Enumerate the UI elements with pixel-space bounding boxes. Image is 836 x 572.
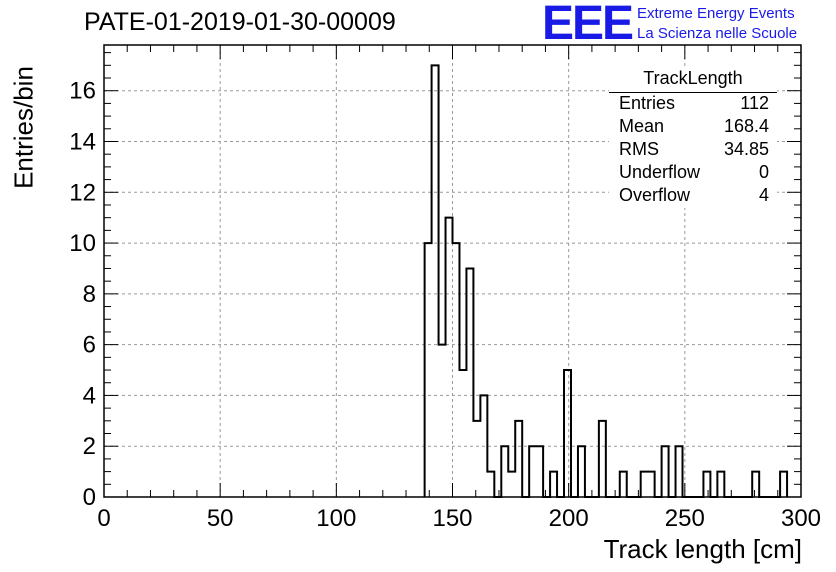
eee-logo-line2: La Scienza nelle Scuole bbox=[637, 25, 798, 42]
histogram-bar bbox=[459, 370, 466, 497]
y-tick-label: 14 bbox=[69, 128, 96, 155]
histogram-bar bbox=[662, 446, 669, 497]
histogram-bar bbox=[578, 446, 585, 497]
stats-key: RMS bbox=[619, 139, 659, 159]
histogram-bar bbox=[508, 472, 515, 497]
x-tick-label: 100 bbox=[316, 505, 356, 532]
y-tick-label: 6 bbox=[83, 332, 96, 359]
x-tick-label: 300 bbox=[781, 505, 821, 532]
stats-key: Entries bbox=[619, 93, 676, 113]
y-tick-label: 10 bbox=[69, 230, 96, 257]
histogram-bar bbox=[717, 472, 724, 497]
histogram-bar bbox=[641, 472, 648, 497]
stats-key: Mean bbox=[619, 116, 665, 136]
eee-logo-line1: Extreme Energy Events bbox=[637, 5, 795, 22]
x-axis-label: Track length [cm] bbox=[603, 534, 802, 564]
x-tick-label: 150 bbox=[432, 505, 472, 532]
y-tick-label: 2 bbox=[83, 433, 96, 460]
stats-title: TrackLength bbox=[643, 68, 743, 88]
histogram-bar bbox=[515, 421, 522, 497]
stats-divider bbox=[609, 92, 777, 93]
histogram-bar bbox=[425, 243, 432, 497]
histogram-bar bbox=[473, 421, 480, 497]
x-tick-label: 200 bbox=[549, 505, 589, 532]
stats-value: 34.85 bbox=[723, 139, 769, 159]
histogram-bar bbox=[752, 472, 759, 497]
histogram-bar bbox=[599, 421, 606, 497]
x-tick-label: 0 bbox=[97, 505, 110, 532]
histogram-bar bbox=[439, 345, 446, 497]
y-tick-label: 0 bbox=[83, 484, 96, 511]
x-tick-label: 50 bbox=[207, 505, 234, 532]
eee-logo-text: EEE bbox=[542, 0, 634, 50]
histogram-bar bbox=[432, 65, 439, 497]
stats-value: 168.4 bbox=[723, 116, 769, 136]
histogram-bar bbox=[550, 472, 557, 497]
stats-key: Overflow bbox=[619, 185, 691, 205]
y-tick-label: 8 bbox=[83, 281, 96, 308]
x-tick-label: 250 bbox=[665, 505, 705, 532]
histogram-bar bbox=[648, 472, 655, 497]
histogram-bar bbox=[620, 472, 627, 497]
y-tick-label: 4 bbox=[83, 382, 96, 409]
histogram-bar bbox=[564, 370, 571, 497]
stats-value: 4 bbox=[758, 185, 769, 205]
stats-key: Underflow bbox=[619, 162, 701, 182]
histogram-bar bbox=[780, 472, 787, 497]
stats-box: TrackLength Entries 112 Mean 168.4 RMS 3… bbox=[609, 68, 777, 208]
histogram-bar bbox=[466, 268, 473, 497]
plot-frame bbox=[103, 44, 802, 498]
stats-value: 112 bbox=[740, 93, 769, 113]
histogram-bar bbox=[453, 243, 460, 497]
histogram-bar bbox=[487, 472, 494, 497]
stats-value: 0 bbox=[758, 162, 769, 182]
histogram-bar bbox=[529, 446, 536, 497]
histogram-bar bbox=[501, 446, 508, 497]
y-tick-label: 12 bbox=[69, 179, 96, 206]
histogram-bar bbox=[446, 218, 453, 497]
histogram-bar bbox=[676, 446, 683, 497]
y-axis-label: Entries/bin bbox=[8, 66, 39, 189]
histogram-title: PATE-01-2019-01-30-00009 bbox=[84, 8, 396, 36]
y-tick-label: 16 bbox=[69, 78, 96, 105]
histogram-bar bbox=[536, 446, 543, 497]
histogram-bar bbox=[703, 472, 710, 497]
